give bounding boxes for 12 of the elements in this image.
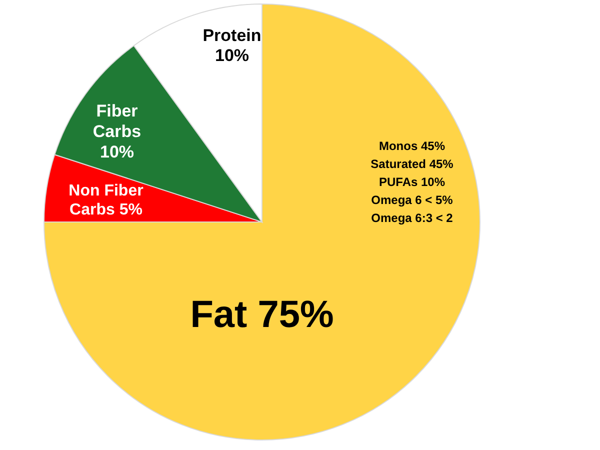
data-label: 10%	[214, 46, 250, 65]
text: PUFAs 10%	[378, 175, 446, 189]
pie-slice	[44, 4, 480, 440]
data-label: 10%	[100, 142, 134, 161]
text: Omega 6:3 < 2	[371, 211, 454, 225]
slice-label: Fat 75%	[190, 294, 334, 336]
text: Saturated 45%	[370, 157, 454, 171]
slice-label: Fiber Carbs	[92, 101, 142, 140]
slice-label: Non Fiber Carbs 5%	[68, 182, 144, 218]
text: Omega 6 < 5%	[371, 193, 454, 207]
text: Monos 45%	[378, 139, 446, 153]
slice-label: Protein	[202, 25, 262, 44]
